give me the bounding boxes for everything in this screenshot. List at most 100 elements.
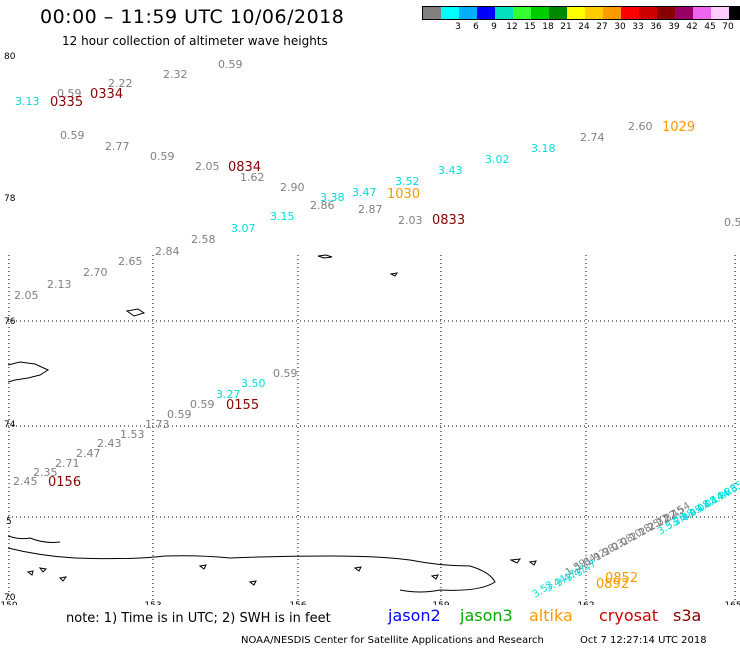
pass-time-label: 1029 (662, 120, 695, 135)
pass-time-label: 0334 (90, 87, 123, 102)
swh-value: 2.71 (55, 457, 80, 470)
legend-value-label: 3 (455, 22, 461, 32)
pass-time-label: 0335 (50, 95, 83, 110)
swh-value: 0.59 (150, 150, 175, 163)
island-north-b (389, 272, 399, 277)
coastline (7, 254, 537, 593)
swh-value: 3.13 (15, 95, 40, 108)
pass-time-label: 0834 (228, 160, 261, 175)
wave-height-map: 80 78 76 74 5 70 150 153 156 159 162 165… (0, 52, 740, 605)
swh-value: 0.59 (273, 367, 298, 380)
pass-time-labels: 0335 0334 0834 1030 0833 1029 0155 0156 … (48, 87, 695, 592)
swh-value: 2.03 (398, 214, 423, 227)
legend-value-label: 6 (473, 22, 479, 32)
island-se-b (528, 560, 537, 566)
swh-value: 3.18 (531, 142, 556, 155)
swh-value: 2.22 (108, 77, 133, 90)
legend-value-label: 30 (614, 22, 626, 32)
swh-value: 1.62 (240, 171, 265, 184)
swh-value: 3.52 (395, 175, 420, 188)
swh-value: 3.38 (320, 191, 345, 204)
legend-swatch (495, 7, 513, 19)
swh-value: 2.35 (33, 466, 58, 479)
legend-swatch (441, 7, 459, 19)
legend-swatch (639, 7, 657, 19)
legend-swatch (621, 7, 639, 19)
swh-value: 0.59 (190, 398, 215, 411)
swh-value: 2.05 (195, 160, 220, 173)
credits: NOAA/NESDIS Center for Satellite Applica… (241, 635, 544, 646)
legend-swatch (711, 7, 729, 19)
swh-value: 2.58 (191, 233, 216, 246)
pass-time-label: 0155 (226, 398, 259, 413)
legend-value-label: 45 (704, 22, 716, 32)
swh-value: 2.77 (105, 140, 130, 153)
swh-value: 2.65 (118, 255, 143, 268)
swh-value: 2.32 (163, 68, 188, 81)
swh-value: 2.87 (358, 203, 383, 216)
swh-value: 3.07 (231, 222, 256, 235)
swh-value: 0.59 (57, 87, 82, 100)
swh-value: 3.15 (270, 210, 295, 223)
alaska-north-slope-coast (7, 547, 496, 593)
pass-time-label: 1030 (387, 187, 420, 202)
island-north-a (317, 254, 333, 259)
satellite-label-jason2: jason2 (388, 606, 441, 625)
satellite-label-altika: altika (529, 606, 573, 625)
legend-value-label: 12 (506, 22, 518, 32)
legend-value-label: 39 (668, 22, 680, 32)
legend-value-label: 21 (560, 22, 572, 32)
lon-label: 159 (432, 601, 449, 605)
legend-value-label: 36 (650, 22, 662, 32)
legend-swatch (513, 7, 531, 19)
track-c-values: 3.50 0.59 3.27 0.59 0.59 1.73 1.53 2.43 … (13, 367, 298, 488)
swh-value: 3.47 (352, 186, 377, 199)
lon-label: 162 (577, 601, 594, 605)
swh-value: 2.60 (628, 120, 653, 133)
legend-swatch (459, 7, 477, 19)
legend-value-label: 42 (686, 22, 698, 32)
lon-label: 156 (289, 601, 306, 605)
legend-swatch (657, 7, 675, 19)
swh-value: 2.13 (47, 278, 72, 291)
latitude-labels: 80 78 76 74 5 70 (4, 52, 16, 603)
swh-value: 0.59 (60, 129, 85, 142)
swh-value: 2.43 (97, 437, 122, 450)
swh-value: 4.35 (721, 479, 740, 500)
legend-swatch (693, 7, 711, 19)
page-subtitle: 12 hour collection of altimeter wave hei… (62, 34, 328, 48)
swh-value: 1.53 (120, 428, 145, 441)
longitude-labels: 150 153 156 159 162 165 (0, 601, 740, 605)
legend-swatch (603, 7, 621, 19)
swh-value: 3.27 (216, 388, 241, 401)
graticule (8, 255, 736, 600)
swh-value: 0.5 (724, 216, 740, 229)
satellite-label-s3a: s3a (673, 606, 702, 625)
legend-swatch (531, 7, 549, 19)
satellite-label-cryosat: cryosat (599, 606, 659, 625)
track-se-gray-values: 1.59 1.84 1.92 1.98 2.03 2.08 2.10 2.18 … (564, 500, 693, 578)
pass-time-label: 0852 (605, 571, 638, 586)
swh-value: 2.05 (14, 289, 39, 302)
swh-value: 2.84 (155, 245, 180, 258)
lat-label: 80 (4, 52, 16, 62)
swh-value: 3.50 (241, 377, 266, 390)
legend-swatches (422, 6, 740, 20)
legend-value-label: 9 (491, 22, 497, 32)
legend-swatch (423, 7, 441, 19)
swh-value: 3.43 (438, 164, 463, 177)
legend-swatch (549, 7, 567, 19)
swh-value: 2.86 (310, 199, 335, 212)
legend-swatch (675, 7, 693, 19)
page-title: 00:00 – 11:59 UTC 10/06/2018 (40, 6, 345, 28)
lon-label: 150 (0, 601, 17, 605)
timestamp: Oct 7 12:27:14 UTC 2018 (580, 635, 707, 646)
track-a-values: 3.13 0.59 2.22 2.32 0.59 0.59 2.77 0.59 … (15, 58, 740, 229)
lon-label: 165 (724, 601, 740, 605)
footer-note: note: 1) Time is in UTC; 2) SWH is in fe… (66, 611, 331, 626)
island-se-a (509, 558, 522, 564)
legend-value-label: 15 (524, 22, 536, 32)
lat-label: 5 (6, 517, 12, 527)
